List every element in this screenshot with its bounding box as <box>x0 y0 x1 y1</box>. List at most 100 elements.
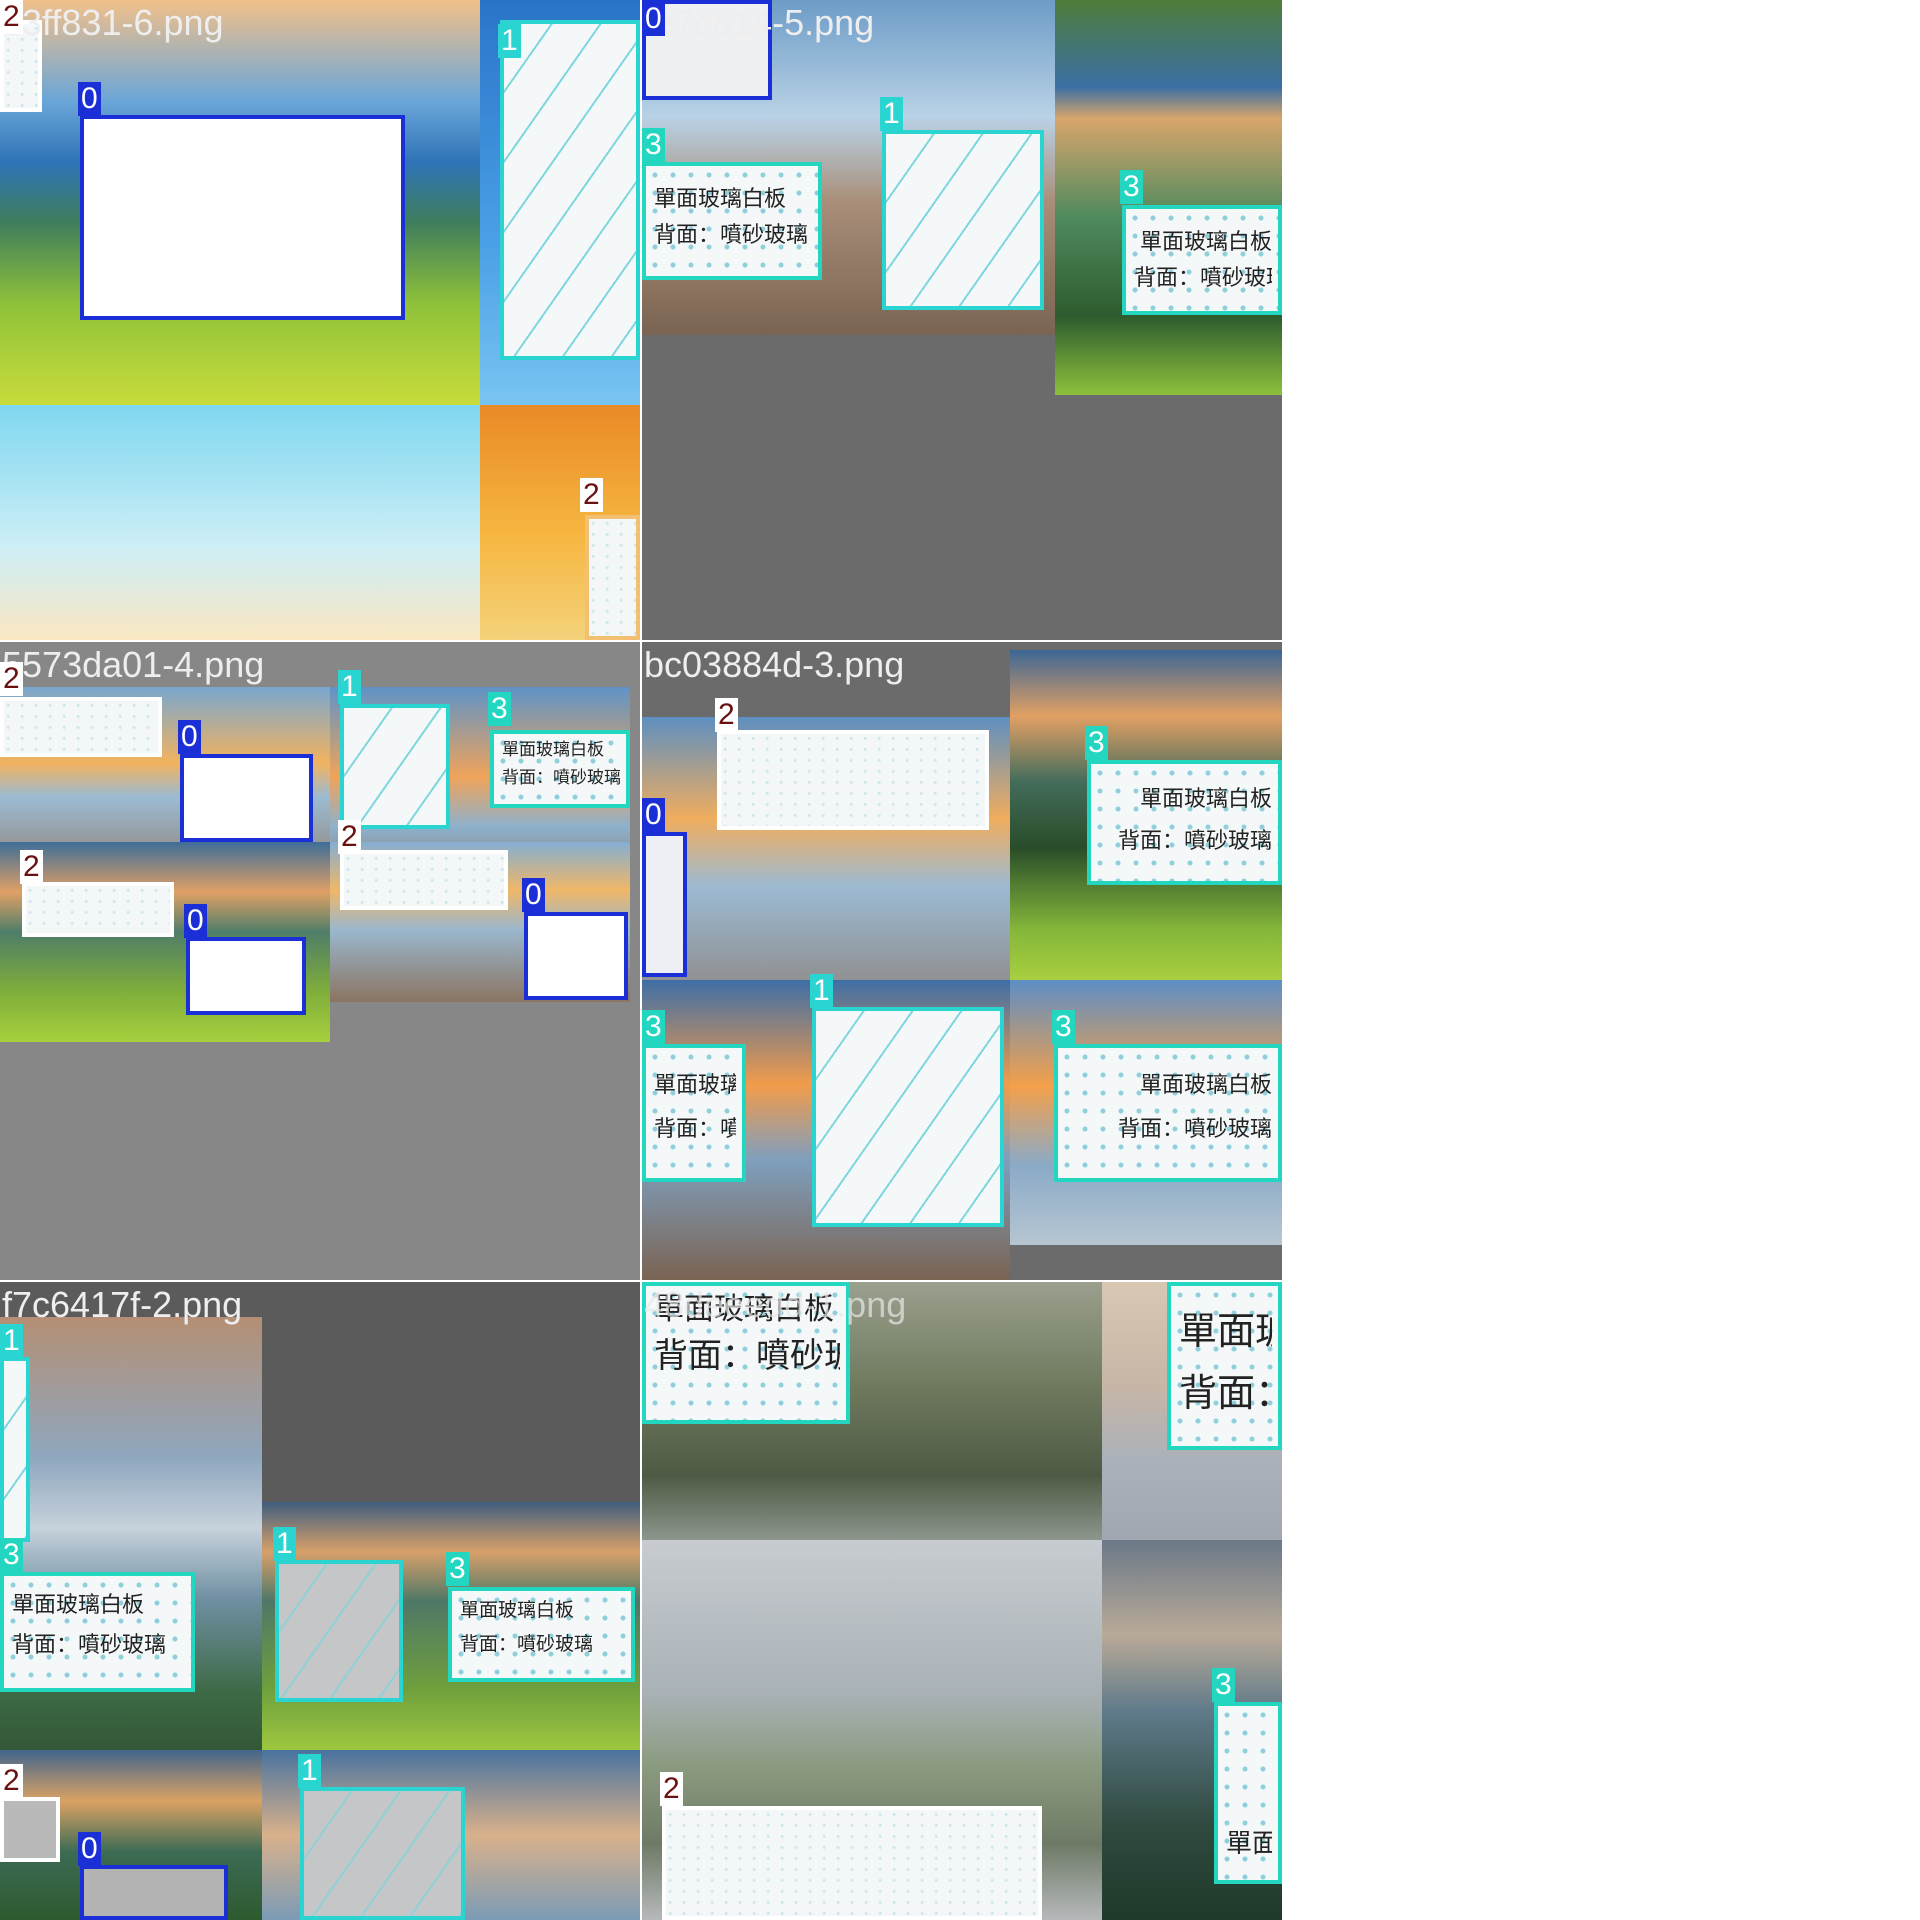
annotation-label-class-3: 3 <box>642 128 665 162</box>
annotation-box-class-1 <box>500 20 640 360</box>
mountain-image <box>0 1317 262 1787</box>
mosaic-tile: 5573da01-4.png 2 0 1 單面玻璃白板 背面：噴砂玻璃 3 2 … <box>0 642 640 1280</box>
annotation-label-class-3: 3 <box>1052 1010 1075 1044</box>
annotation-label-class-2: 2 <box>0 0 23 34</box>
whiteboard-text-line2: 背面：噴砂玻璃 <box>1134 266 1272 291</box>
whiteboard-text-line1: 單面玻璃白板 <box>654 187 787 212</box>
annotation-label-class-0: 0 <box>642 2 665 36</box>
whiteboard-text-line1: 單面玻璃白板 <box>1139 1073 1272 1098</box>
annotation-label-class-2: 2 <box>20 850 43 884</box>
annotation-box-class-3: 單面玻璃白板 背面：噴砂玻璃 <box>490 730 630 808</box>
annotation-label-class-2: 2 <box>660 1772 683 1806</box>
annotation-label-class-0: 0 <box>642 798 665 832</box>
annotation-box-class-2 <box>662 1806 1042 1920</box>
annotation-label-class-2: 2 <box>0 1764 23 1798</box>
annotation-box-class-1 <box>300 1787 465 1920</box>
annotation-label-class-1: 1 <box>273 1527 296 1561</box>
tile-filename: fe7c814-5.png <box>644 2 875 43</box>
annotation-label-class-3: 3 <box>0 1538 23 1572</box>
tile-filename: 48deeedd-1.png <box>644 1284 907 1325</box>
annotation-box-class-1 <box>340 704 450 829</box>
annotation-box-class-1 <box>275 1560 403 1702</box>
annotation-box-class-2 <box>717 730 989 830</box>
annotation-label-class-2: 2 <box>0 662 23 696</box>
mosaic-tile: 23ff831-6.png 2 0 1 2 <box>0 0 640 640</box>
annotation-box-class-1 <box>812 1007 1004 1227</box>
annotation-label-class-3: 3 <box>1120 170 1143 204</box>
annotation-label-class-1: 1 <box>298 1754 321 1788</box>
annotation-label-class-3: 3 <box>1085 726 1108 760</box>
annotation-box-class-2 <box>0 697 162 757</box>
whiteboard-text-line2: 背面：噴砂玻璃 <box>502 768 620 788</box>
annotation-box-class-0 <box>642 832 687 977</box>
annotation-box-class-1 <box>0 1357 30 1542</box>
annotation-box-class-3: 單面玻璃白板 背面：噴砂玻璃 <box>642 1044 746 1182</box>
whiteboard-text-line2: 背面：噴砂玻璃 <box>460 1633 594 1655</box>
mosaic-grid: 23ff831-6.png 2 0 1 2 fe7c814-5.png 0 單面… <box>0 0 1282 1920</box>
whiteboard-text-line1: 單面玻璃白板 <box>1139 230 1272 255</box>
tile-filename: 5573da01-4.png <box>2 644 265 685</box>
whiteboard-text-line2: 背面：噴砂玻璃 <box>654 1336 840 1376</box>
annotation-label-class-0: 0 <box>522 878 545 912</box>
annotation-box-class-3: 單面玻璃白板 背面：噴砂玻璃 <box>1054 1044 1282 1182</box>
annotation-box-class-2 <box>585 515 640 640</box>
annotation-label-class-1: 1 <box>880 97 903 131</box>
annotation-box-class-3: 單面玻璃白板 背面：噴砂玻璃 <box>1167 1282 1282 1450</box>
mosaic-tile: bc03884d-3.png 2 0 單面玻璃白板 背面：噴砂玻璃 3 單面玻璃… <box>642 642 1282 1280</box>
annotation-box-class-2 <box>0 20 42 112</box>
whiteboard-text-line2: 背面：噴砂玻璃 <box>1179 1371 1272 1415</box>
annotation-box-class-3: 單面玻璃白板 背面：噴砂玻璃 <box>642 1282 850 1424</box>
whiteboard-text-line1: 單面玻璃白板 <box>460 1599 575 1621</box>
annotation-box-class-3: 單面玻璃白板 背面：噴砂玻璃 <box>1087 760 1282 885</box>
sky-image <box>0 405 480 640</box>
whiteboard-text-line1: 單面玻璃白板 <box>654 1073 736 1098</box>
mosaic-tile: 48deeedd-1.png 單面玻璃白板 背面：噴砂玻璃 3 單面玻璃白板 背… <box>642 1282 1282 1920</box>
annotation-box-class-3: 單面玻璃白板 <box>1214 1702 1282 1884</box>
annotation-label-class-3: 3 <box>446 1552 469 1586</box>
whiteboard-text-line2: 背面：噴砂玻璃 <box>654 1117 736 1142</box>
annotation-label-class-0: 0 <box>178 720 201 754</box>
annotation-box-class-0 <box>80 115 405 320</box>
whiteboard-text-line1: 單面玻璃白板 <box>1179 1309 1272 1353</box>
annotation-label-class-0: 0 <box>184 904 207 938</box>
annotation-label-class-1: 1 <box>338 670 361 704</box>
annotation-box-class-1 <box>882 130 1044 310</box>
annotation-label-class-3: 3 <box>488 692 511 726</box>
mosaic-tile: f7c6417f-2.png 1 單面玻璃白板 背面：噴砂玻璃 3 1 單面玻璃… <box>0 1282 640 1920</box>
whiteboard-text-line1: 單面玻璃白板 <box>654 1292 834 1327</box>
annotation-box-class-3: 單面玻璃白板 背面：噴砂玻璃 <box>0 1572 195 1692</box>
whiteboard-text-line2: 背面：噴砂玻璃 <box>1117 1117 1272 1142</box>
annotation-box-class-3: 單面玻璃白板 背面：噴砂玻璃 <box>448 1587 635 1682</box>
whiteboard-text-line2: 背面：噴砂玻璃 <box>1117 829 1272 854</box>
annotation-box-class-2 <box>0 1797 60 1862</box>
annotation-label-class-2: 2 <box>338 820 361 854</box>
whiteboard-text-line2: 背面：噴砂玻璃 <box>12 1633 167 1658</box>
annotation-box-class-2 <box>340 850 508 910</box>
annotation-box-class-2 <box>22 882 174 937</box>
whiteboard-text-line1: 單面玻璃白板 <box>12 1593 145 1618</box>
annotation-box-class-3: 單面玻璃白板 背面：噴砂玻璃 <box>1122 205 1282 315</box>
annotation-box-class-0 <box>180 754 313 842</box>
whiteboard-text-line1: 單面玻璃白板 <box>502 740 604 760</box>
annotation-label-class-3: 3 <box>642 1010 665 1044</box>
whiteboard-text-line2: 背面：噴砂玻璃 <box>654 223 809 248</box>
mosaic-tile: fe7c814-5.png 0 單面玻璃白板 背面：噴砂玻璃 3 1 單面玻璃白… <box>642 0 1282 640</box>
annotation-box-class-0 <box>186 937 306 1015</box>
annotation-label-class-1: 1 <box>810 974 833 1008</box>
tile-filename: 23ff831-6.png <box>2 2 224 43</box>
whiteboard-text-line1: 單面玻璃白板 <box>1226 1829 1272 1859</box>
annotation-label-class-2: 2 <box>580 478 603 512</box>
annotation-box-class-0 <box>524 912 628 1000</box>
annotation-label-class-2: 2 <box>715 698 738 732</box>
hills-image <box>1055 0 1282 395</box>
annotation-label-class-1: 1 <box>498 24 521 58</box>
tile-filename: bc03884d-3.png <box>644 644 905 685</box>
annotation-label-class-0: 0 <box>78 82 101 116</box>
annotation-label-class-1: 1 <box>0 1324 23 1358</box>
annotation-box-class-3: 單面玻璃白板 背面：噴砂玻璃 <box>642 162 822 280</box>
annotation-box-class-0 <box>80 1865 228 1920</box>
annotation-label-class-0: 0 <box>78 1832 101 1866</box>
whiteboard-text-line1: 單面玻璃白板 <box>1139 787 1272 812</box>
annotation-label-class-3: 3 <box>642 1282 665 1284</box>
annotation-label-class-3: 3 <box>1212 1668 1235 1702</box>
